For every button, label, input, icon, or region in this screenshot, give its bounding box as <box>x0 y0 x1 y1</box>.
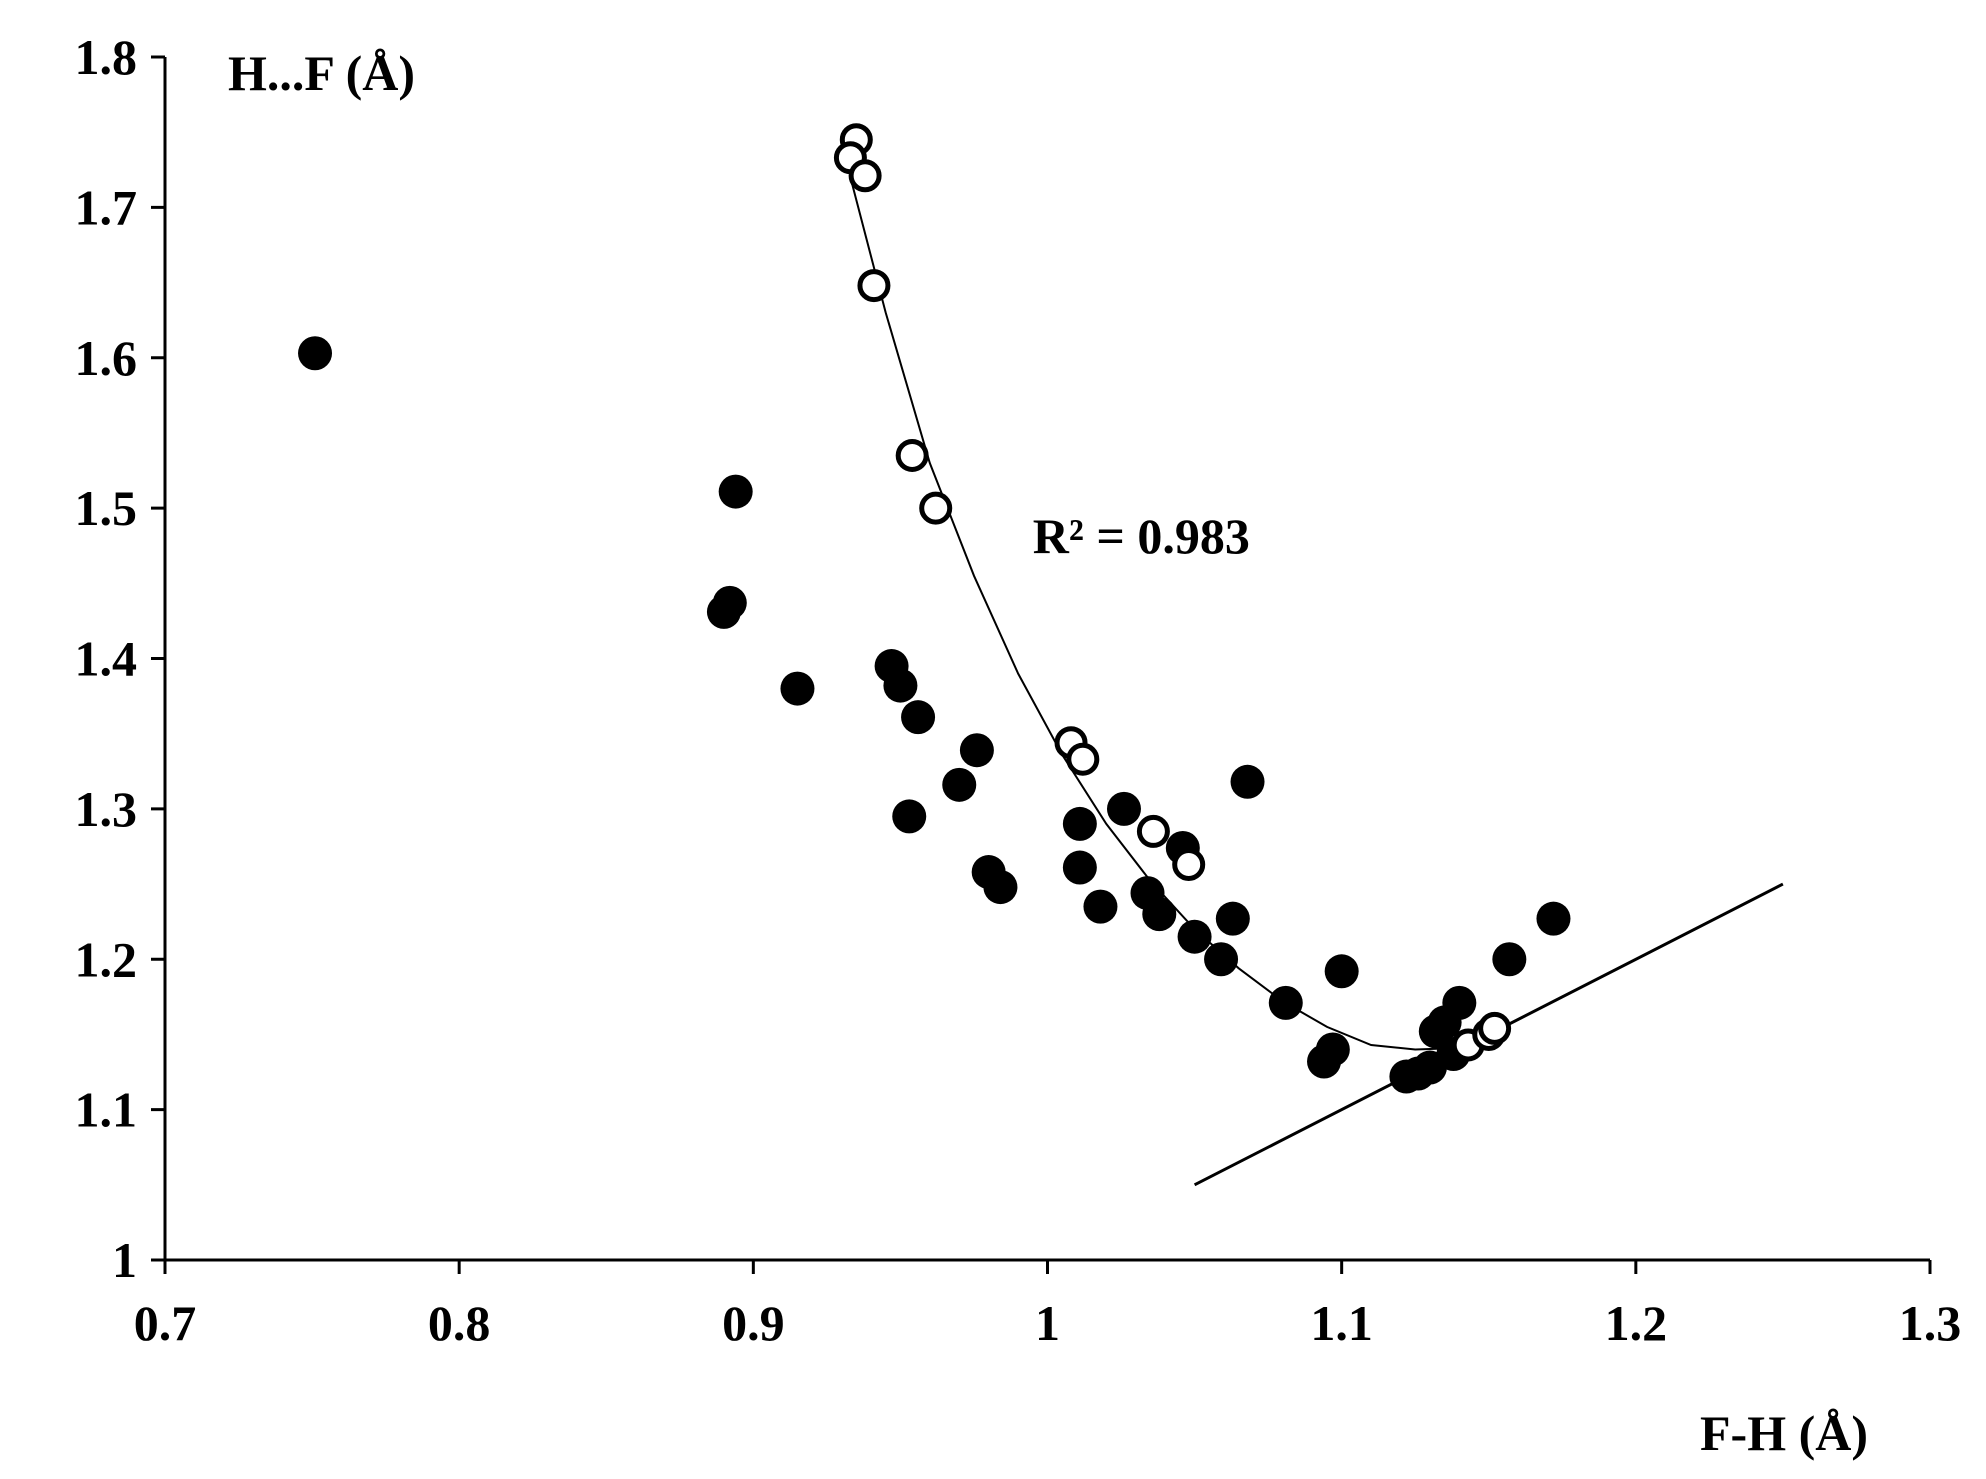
filled-data-point <box>1442 985 1477 1020</box>
axes <box>151 55 1932 1274</box>
filled-data-point <box>1083 889 1118 924</box>
x-tick-label: 1.2 <box>1605 1295 1668 1351</box>
y-tick-label: 1.2 <box>75 931 138 987</box>
tick-labels: 0.7 0.8 0.9 1 1.1 1.2 1.3 1 1.1 1.2 1.3 1.4 1.5 1.6 1.… <box>75 29 1962 1351</box>
filled-data-point <box>780 671 815 706</box>
filled-data-point <box>1536 901 1571 936</box>
filled-data-point <box>883 668 918 703</box>
open-data-point <box>919 491 953 525</box>
filled-data-point <box>1062 850 1097 885</box>
filled-data-point <box>901 700 936 735</box>
filled-data-point <box>1315 1032 1350 1067</box>
filled-data-point <box>298 336 333 371</box>
filled-data-point <box>706 594 741 629</box>
x-tick-label: 1 <box>1035 1295 1060 1351</box>
y-tick-label: 1.1 <box>75 1082 138 1138</box>
filled-data-point <box>942 767 977 802</box>
x-axis-title: F-H (Å) <box>1700 1405 1868 1461</box>
y-tick-label: 1.7 <box>75 179 138 235</box>
filled-data-point <box>718 474 753 509</box>
filled-data-point <box>1204 942 1239 977</box>
open-data-point <box>1478 1011 1512 1045</box>
filled-data-point <box>959 733 994 768</box>
filled-data-point <box>1177 919 1212 954</box>
open-data-point <box>895 438 929 472</box>
y-axis-title: H...F (Å) <box>228 45 415 101</box>
y-tick-label: 1.3 <box>75 781 138 837</box>
filled-data-point <box>1268 985 1303 1020</box>
r-squared-annotation: R² = 0.983 <box>1033 508 1250 564</box>
x-tick-label: 0.7 <box>134 1295 197 1351</box>
data-points <box>298 123 1571 1094</box>
open-data-point <box>1172 848 1206 882</box>
x-tick-label: 0.8 <box>428 1295 491 1351</box>
filled-data-point <box>892 799 927 834</box>
open-data-point <box>857 269 891 303</box>
open-data-point <box>1136 814 1170 848</box>
y-tick-label: 1.4 <box>75 631 138 687</box>
filled-data-point <box>1492 942 1527 977</box>
y-tick-label: 1.5 <box>75 480 138 536</box>
filled-data-point <box>983 870 1018 905</box>
x-tick-label: 1.1 <box>1310 1295 1373 1351</box>
open-data-point <box>1066 742 1100 776</box>
filled-data-point <box>1230 764 1265 799</box>
y-tick-label: 1 <box>112 1232 137 1288</box>
filled-data-point <box>1215 901 1250 936</box>
y-tick-label: 1.6 <box>75 330 138 386</box>
filled-data-point <box>1062 806 1097 841</box>
filled-data-point <box>1324 954 1359 989</box>
filled-data-point <box>1106 791 1141 826</box>
y-tick-label: 1.8 <box>75 29 138 85</box>
filled-data-point <box>1142 897 1177 932</box>
fit-lines <box>849 177 1784 1187</box>
x-tick-label: 1.3 <box>1899 1295 1962 1351</box>
x-tick-label: 0.9 <box>722 1295 785 1351</box>
open-data-point <box>848 159 882 193</box>
